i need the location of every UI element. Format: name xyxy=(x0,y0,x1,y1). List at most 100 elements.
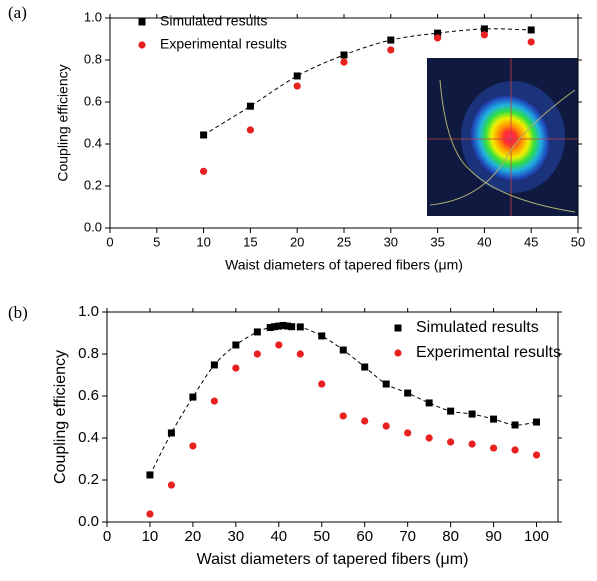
circle-marker xyxy=(146,510,154,518)
y-tick-label: 0.2 xyxy=(84,177,102,192)
legend-marker xyxy=(394,349,402,357)
x-axis-label: Waist diameters of tapered fibers (μm) xyxy=(225,257,463,273)
y-axis-label: Coupling efficiency xyxy=(55,64,71,181)
circle-marker xyxy=(468,440,476,448)
square-marker xyxy=(425,399,433,407)
circle-marker xyxy=(253,350,261,358)
y-tick-label: 0.4 xyxy=(78,429,99,446)
x-tick-label: 100 xyxy=(524,528,549,545)
y-tick-label: 0.6 xyxy=(84,93,102,108)
x-tick-label: 10 xyxy=(142,528,159,545)
square-marker xyxy=(361,363,369,371)
square-marker xyxy=(490,415,498,423)
y-tick-label: 0.0 xyxy=(78,513,99,530)
square-marker xyxy=(318,332,326,340)
y-tick-label: 0.8 xyxy=(84,51,102,66)
legend-marker xyxy=(394,324,402,332)
circle-marker xyxy=(489,444,498,452)
legend-marker xyxy=(138,18,146,26)
x-tick-label: 0 xyxy=(103,528,111,545)
square-marker xyxy=(266,324,274,332)
square-marker xyxy=(293,72,301,80)
y-tick-label: 0.4 xyxy=(84,135,102,150)
x-tick-label: 40 xyxy=(477,234,491,249)
circle-marker xyxy=(293,82,301,90)
circle-marker xyxy=(511,446,519,454)
circle-marker xyxy=(434,34,442,42)
square-marker xyxy=(253,328,261,336)
circle-marker xyxy=(532,451,541,459)
circle-marker xyxy=(339,412,347,420)
x-tick-label: 20 xyxy=(185,528,202,545)
x-tick-label: 90 xyxy=(485,528,502,545)
x-tick-label: 60 xyxy=(356,528,373,545)
legend-marker xyxy=(138,41,146,49)
panel-label: (b) xyxy=(8,303,28,322)
circle-marker xyxy=(425,434,433,442)
legend-label: Simulated results xyxy=(416,319,539,336)
square-marker xyxy=(340,51,348,59)
plot-frame xyxy=(106,311,559,523)
square-marker xyxy=(382,380,390,388)
circle-marker xyxy=(167,481,176,489)
square-marker xyxy=(279,321,287,329)
x-tick-label: 40 xyxy=(270,528,287,545)
circle-marker xyxy=(527,38,535,46)
square-marker xyxy=(275,322,283,330)
square-marker xyxy=(527,26,535,34)
panel-label: (a) xyxy=(8,3,27,22)
x-tick-label: 20 xyxy=(290,234,304,249)
circle-marker xyxy=(382,422,390,430)
square-marker xyxy=(288,323,296,331)
square-marker xyxy=(246,102,254,110)
square-marker xyxy=(189,393,197,401)
square-marker xyxy=(404,389,412,397)
beam-profile-inset xyxy=(427,58,578,216)
square-marker xyxy=(210,361,218,369)
y-tick-label: 0.8 xyxy=(78,345,99,362)
square-marker xyxy=(232,341,240,349)
x-tick-label: 0 xyxy=(106,234,113,249)
circle-marker xyxy=(480,31,488,39)
square-marker xyxy=(271,323,279,331)
circle-marker xyxy=(210,397,218,405)
y-tick-label: 0.2 xyxy=(78,471,99,488)
circle-marker xyxy=(275,341,283,349)
circle-marker xyxy=(387,46,395,54)
square-marker xyxy=(434,29,442,37)
square-marker xyxy=(480,25,488,33)
circle-marker xyxy=(404,429,412,437)
square-marker xyxy=(200,131,208,139)
x-tick-label: 15 xyxy=(243,234,257,249)
x-tick-label: 5 xyxy=(153,234,160,249)
x-tick-label: 45 xyxy=(524,234,538,249)
circle-marker xyxy=(189,442,197,450)
y-tick-label: 0.6 xyxy=(78,387,99,404)
square-marker xyxy=(387,36,395,44)
square-marker xyxy=(511,421,519,429)
x-tick-label: 25 xyxy=(337,234,351,249)
x-tick-label: 50 xyxy=(313,528,330,545)
x-axis-label: Waist diameters of tapered fibers (μm) xyxy=(197,551,469,568)
legend-label: Experimental results xyxy=(416,344,561,361)
x-tick-label: 70 xyxy=(399,528,416,545)
circle-marker xyxy=(232,364,240,372)
circle-marker xyxy=(318,380,326,388)
circle-marker xyxy=(340,58,348,66)
x-tick-label: 35 xyxy=(430,234,444,249)
y-tick-label: 1.0 xyxy=(84,9,102,24)
circle-marker xyxy=(361,417,369,425)
square-marker xyxy=(296,323,304,331)
x-tick-label: 30 xyxy=(384,234,398,249)
x-tick-label: 30 xyxy=(228,528,245,545)
square-marker xyxy=(533,418,541,426)
x-tick-label: 50 xyxy=(571,234,585,249)
square-marker xyxy=(468,410,476,418)
square-marker xyxy=(167,429,175,437)
circle-marker xyxy=(296,350,304,358)
legend-label: Experimental results xyxy=(160,36,287,52)
legend-label: Simulated results xyxy=(160,13,267,29)
y-axis-label: Coupling efficiency xyxy=(52,350,69,484)
square-marker xyxy=(339,346,347,354)
